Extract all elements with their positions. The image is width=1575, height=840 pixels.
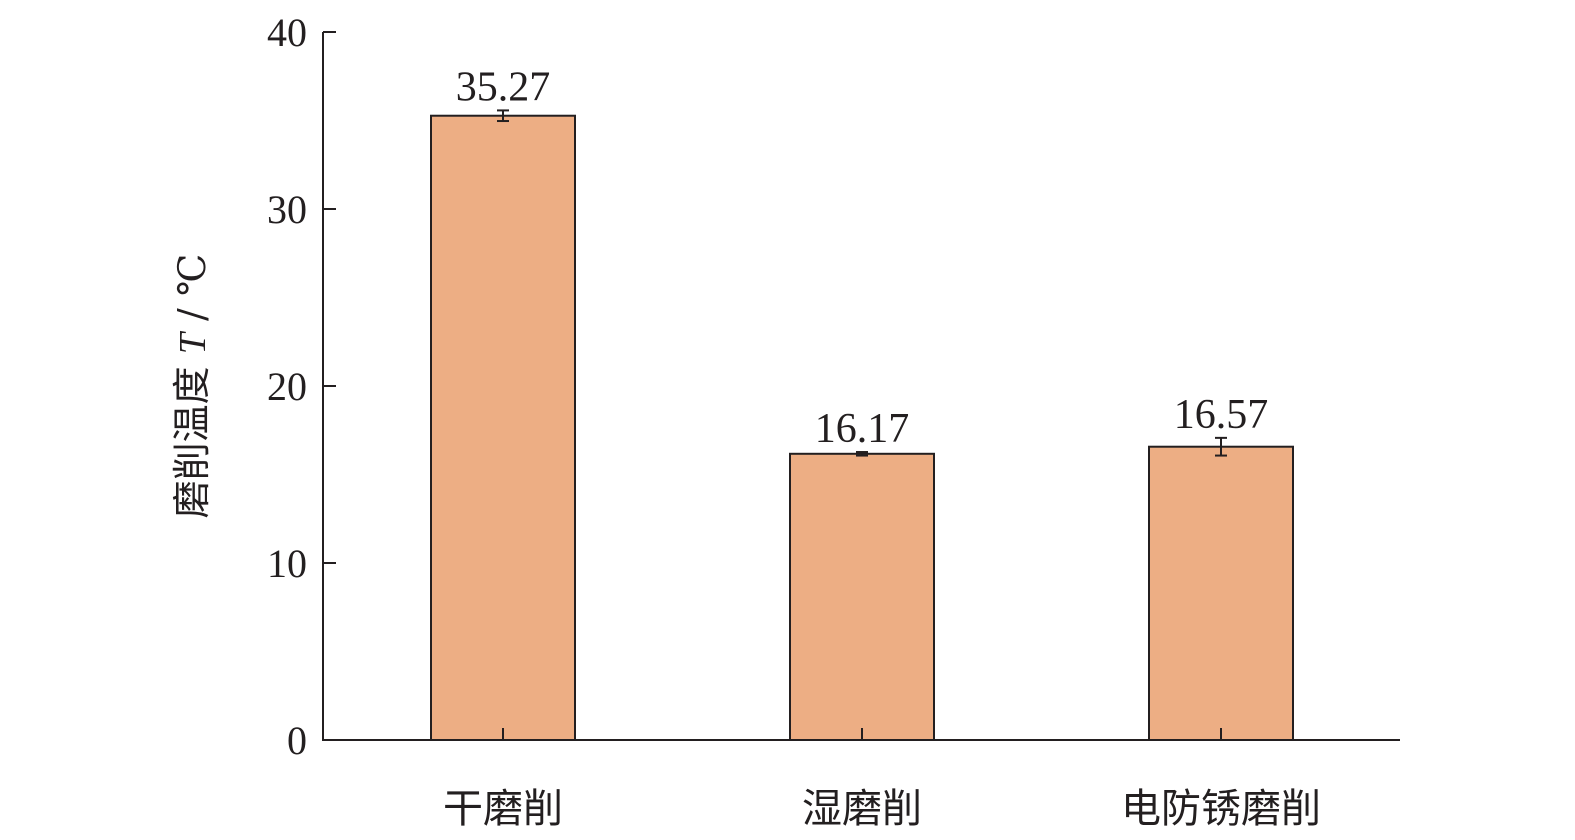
y-tick-label-2: 10 [267, 541, 307, 586]
x-tick-label-1: 干磨削 [443, 786, 563, 832]
bars-layer [430, 109, 1294, 741]
bar-3 [1148, 445, 1294, 741]
data-label-1: 35.27 [456, 64, 551, 110]
data-label-3: 16.57 [1174, 392, 1269, 438]
x-tick-label-3: 电防锈磨削 [1121, 786, 1321, 832]
x-tick-label-2: 湿磨削 [802, 786, 922, 832]
error-bar-1 [497, 109, 509, 123]
y-tick-label-5: 40 [267, 10, 307, 55]
x-ticks: 干磨削 湿磨削 电防锈磨削 [443, 728, 1321, 832]
data-labels: 35.27 16.17 16.57 [456, 64, 1269, 452]
y-axis-title-prefix: 磨削温度 [170, 354, 214, 518]
y-tick-label-4: 30 [267, 187, 307, 232]
bar-1 [430, 114, 576, 741]
y-ticks: 0 10 20 30 40 [267, 10, 336, 763]
y-axis-title-variable: T [172, 330, 214, 354]
y-tick-label-1: 0 [287, 718, 307, 763]
bar-2 [789, 452, 935, 741]
y-tick-label-3: 20 [267, 364, 307, 409]
data-label-2: 16.17 [815, 406, 910, 452]
y-axis-title: 磨削温度 T / ℃ [170, 254, 214, 519]
y-axis-title-unit: / ℃ [170, 254, 214, 333]
error-bar-3 [1215, 436, 1227, 457]
error-bar-2 [856, 451, 868, 457]
